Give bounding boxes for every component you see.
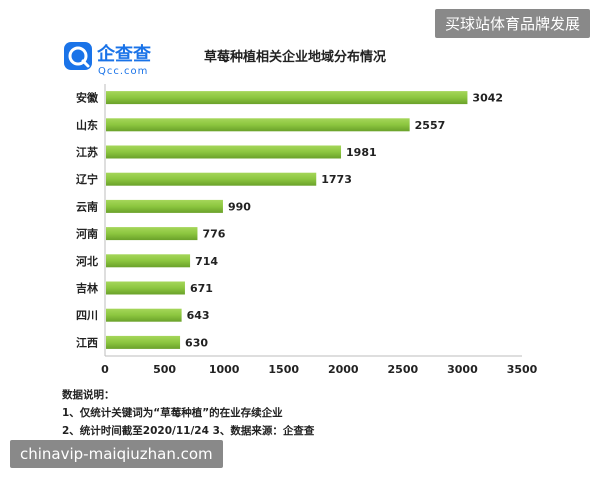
bar — [106, 199, 223, 213]
category-label: 云南 — [76, 199, 98, 213]
bar — [106, 172, 317, 186]
qcc-logo: 企查查 Qcc.com — [64, 42, 151, 77]
logo-brand: 企查查 — [96, 43, 151, 65]
x-tick-label: 0 — [101, 363, 109, 376]
x-tick-label: 2000 — [328, 363, 359, 376]
bar-value-label: 990 — [228, 200, 251, 213]
category-label: 安徽 — [76, 91, 99, 105]
bar — [106, 227, 198, 241]
x-tick-label: 500 — [153, 363, 176, 376]
bar-value-label: 714 — [195, 255, 218, 268]
category-label: 江西 — [76, 335, 98, 349]
bar-value-label: 776 — [202, 228, 225, 241]
qcc-logo-icon-ring — [68, 46, 88, 66]
bar-value-label: 671 — [190, 282, 213, 295]
x-tick-label: 2500 — [388, 363, 419, 376]
category-label: 江苏 — [76, 145, 98, 159]
bar-value-label: 630 — [185, 336, 208, 349]
bar-value-label: 643 — [187, 309, 210, 322]
bar — [106, 335, 181, 349]
notes-heading: 数据说明： — [62, 389, 115, 401]
category-label: 四川 — [76, 309, 98, 322]
bar — [106, 91, 468, 105]
bar — [106, 254, 191, 268]
category-label: 辽宁 — [76, 172, 98, 186]
watermark-top: 买球站体育品牌发展 — [434, 9, 590, 38]
category-label: 河北 — [76, 254, 98, 268]
category-label: 吉林 — [76, 281, 98, 295]
category-label: 河南 — [76, 227, 98, 241]
notes-line-1: 1、仅统计关键词为“草莓种植”的在业存续企业 — [62, 407, 283, 419]
bar — [106, 118, 410, 132]
category-label: 山东 — [76, 118, 98, 132]
bar-value-label: 2557 — [415, 119, 446, 132]
bar — [106, 281, 185, 295]
notes-line-2: 2、统计时间截至2020/11/24 3、数据来源：企查查 — [62, 425, 315, 437]
bar — [106, 145, 342, 159]
x-tick-label: 3000 — [447, 363, 478, 376]
logo-domain: Qcc.com — [98, 66, 148, 77]
bar-value-label: 1981 — [346, 146, 377, 159]
bar-value-label: 3042 — [472, 92, 503, 105]
bar — [106, 308, 182, 322]
watermark-bottom: chinavip-maiqiuzhan.com — [10, 440, 223, 468]
x-tick-label: 1000 — [209, 363, 240, 376]
data-notes: 数据说明： 1、仅统计关键词为“草莓种植”的在业存续企业 2、统计时间截至202… — [62, 386, 314, 440]
x-tick-label: 1500 — [268, 363, 299, 376]
bar-value-label: 1773 — [321, 173, 352, 186]
chart-title: 草莓种植相关企业地域分布情况 — [204, 49, 386, 65]
x-tick-label: 3500 — [507, 363, 538, 376]
